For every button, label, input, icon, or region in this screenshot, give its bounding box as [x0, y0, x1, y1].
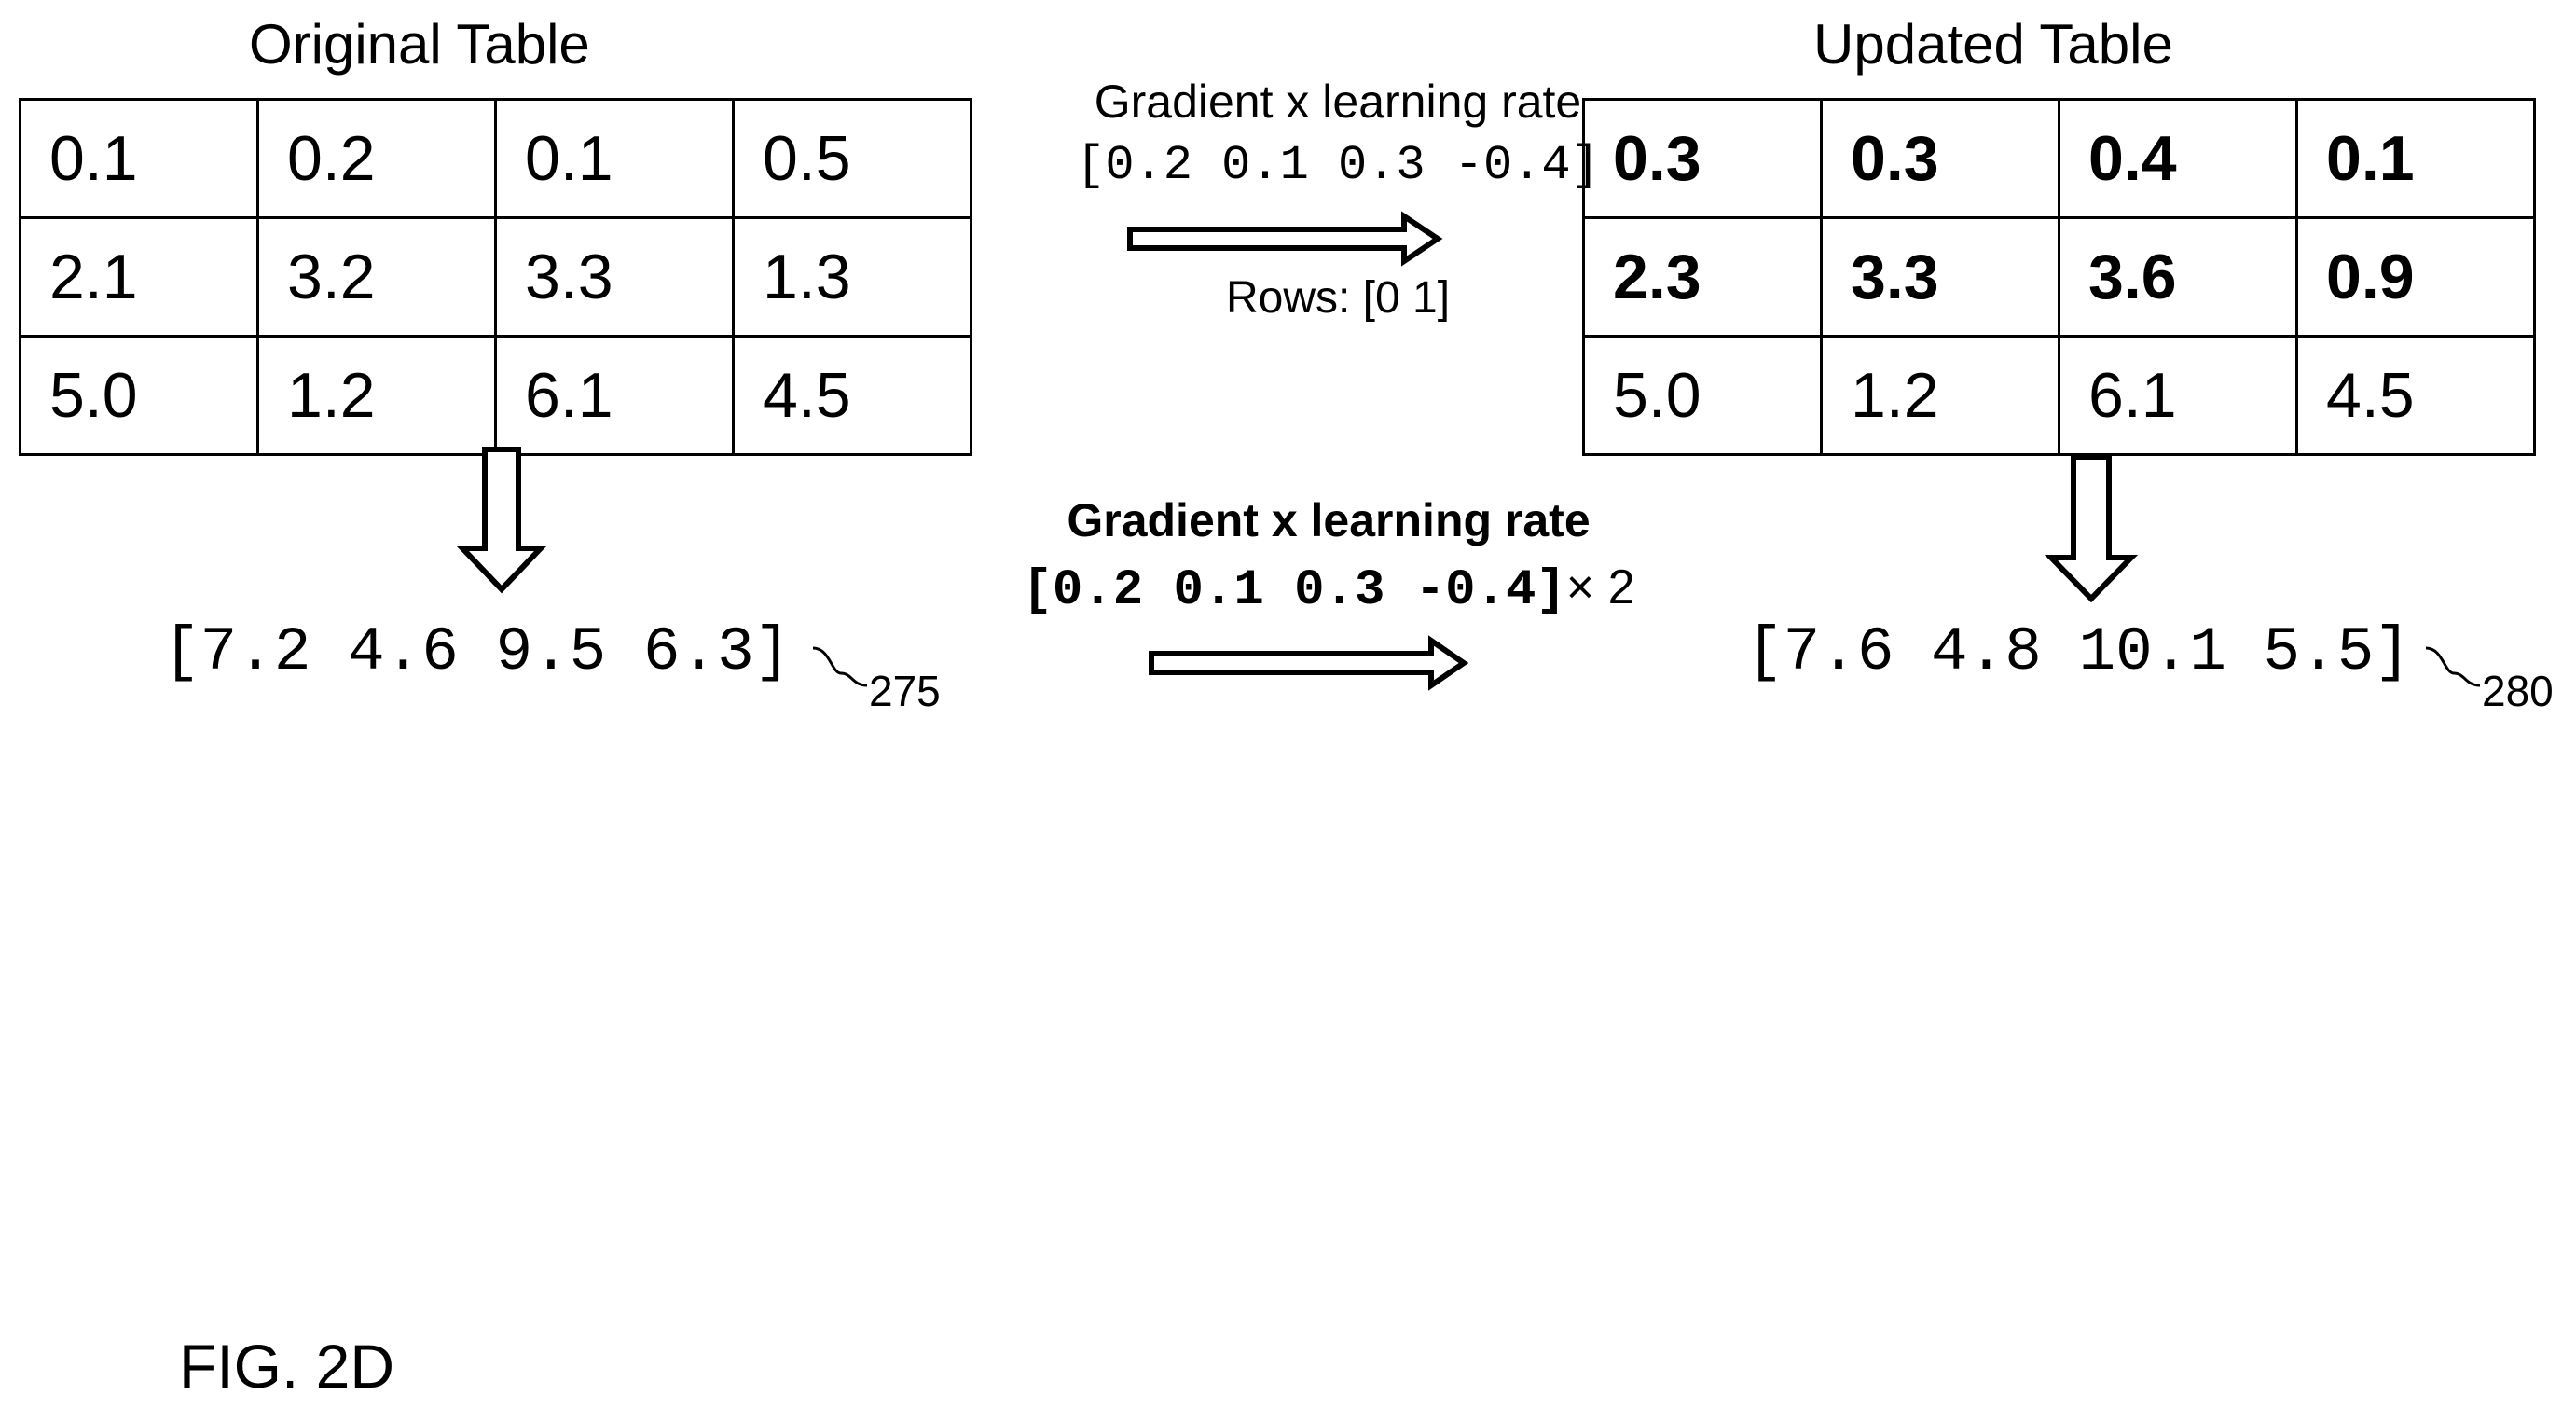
table-cell: 1.3	[732, 216, 972, 338]
table-row: 5.0 1.2 6.1 4.5	[19, 335, 972, 456]
right-down-arrow	[2044, 454, 2139, 603]
updated-table: 0.3 0.3 0.4 0.1 2.3 3.3 3.6 0.9 5.0 1.2 …	[1582, 98, 2536, 456]
table-row: 0.1 0.2 0.1 0.5	[19, 98, 972, 219]
table-cell: 6.1	[2058, 335, 2298, 456]
original-ref-number: 275	[869, 667, 941, 715]
table-cell: 3.2	[256, 216, 497, 338]
bottom-transform-multiplier: × 2	[1565, 560, 1635, 615]
figure-label: FIG. 2D	[179, 1332, 395, 1401]
table-row: 2.1 3.2 3.3 1.3	[19, 216, 972, 338]
bottom-transform-formula: [0.2 0.1 0.3 -0.4]× 2	[979, 559, 1678, 616]
table-cell: 1.2	[256, 335, 497, 456]
bottom-transform-vector: [0.2 0.1 0.3 -0.4]	[1022, 562, 1566, 619]
top-right-arrow	[1127, 211, 1443, 267]
table-cell: 0.1	[19, 98, 259, 219]
updated-ref-number: 280	[2482, 667, 2554, 715]
bottom-right-arrow	[1149, 635, 1469, 691]
top-transform-vector: [0.2 0.1 0.3 -0.4]	[1076, 138, 1600, 193]
bottom-transform-label: Gradient x learning rate	[1067, 494, 1591, 546]
table-cell: 5.0	[1582, 335, 1823, 456]
table-cell: 3.3	[1820, 216, 2060, 338]
table-row: 0.3 0.3 0.4 0.1	[1582, 98, 2536, 219]
table-cell: 6.1	[494, 335, 735, 456]
updated-vector: [7.6 4.8 10.1 5.5]	[1746, 617, 2411, 687]
table-cell: 0.4	[2058, 98, 2298, 219]
table-cell: 4.5	[732, 335, 972, 456]
table-cell: 0.3	[1582, 98, 1823, 219]
original-vector: [7.2 4.6 9.5 6.3]	[163, 617, 792, 687]
updated-table-title: Updated Table	[1813, 13, 2173, 76]
table-row: 5.0 1.2 6.1 4.5	[1582, 335, 2536, 456]
table-cell: 0.3	[1820, 98, 2060, 219]
original-ref-leader	[812, 646, 868, 687]
table-cell: 1.2	[1820, 335, 2060, 456]
table-cell: 3.6	[2058, 216, 2298, 338]
top-transform-label: Gradient x learning rate	[1094, 76, 1582, 128]
table-cell: 0.1	[2295, 98, 2536, 219]
left-down-arrow	[455, 447, 548, 594]
top-transform-rows: Rows: [0 1]	[1225, 273, 1451, 323]
table-cell: 0.2	[256, 98, 497, 219]
updated-ref-leader	[2425, 646, 2481, 687]
table-cell: 4.5	[2295, 335, 2536, 456]
table-cell: 0.9	[2295, 216, 2536, 338]
table-cell: 5.0	[19, 335, 259, 456]
table-cell: 0.5	[732, 98, 972, 219]
original-table-title: Original Table	[249, 13, 590, 76]
original-table: 0.1 0.2 0.1 0.5 2.1 3.2 3.3 1.3 5.0 1.2 …	[19, 98, 972, 456]
table-cell: 0.1	[494, 98, 735, 219]
table-cell: 3.3	[494, 216, 735, 338]
table-row: 2.3 3.3 3.6 0.9	[1582, 216, 2536, 338]
table-cell: 2.3	[1582, 216, 1823, 338]
table-cell: 2.1	[19, 216, 259, 338]
